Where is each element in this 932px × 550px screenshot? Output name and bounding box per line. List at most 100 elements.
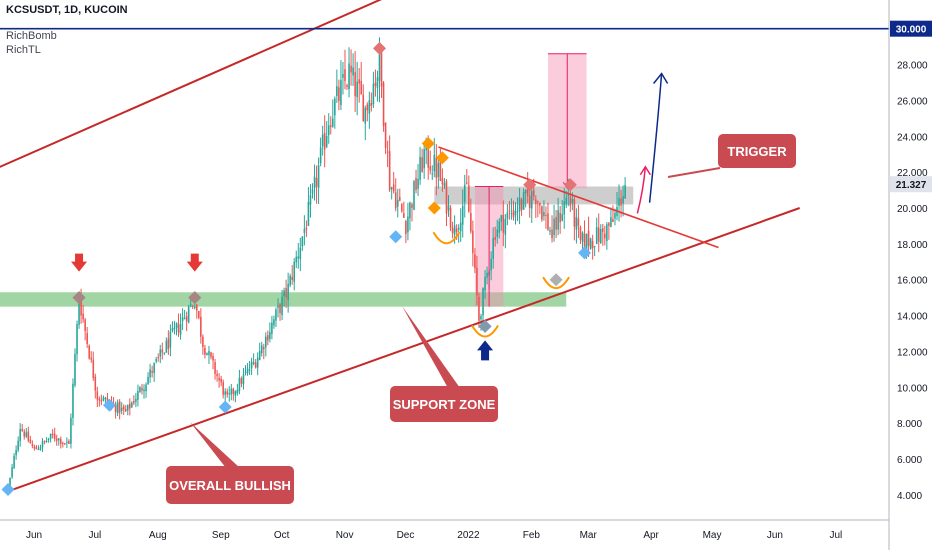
candle-body (323, 132, 326, 150)
candle-body (313, 176, 316, 189)
candle-body (423, 149, 425, 169)
candle-body (27, 431, 30, 441)
candle-body (234, 391, 237, 396)
candle-body (386, 151, 389, 153)
candle-body (510, 213, 513, 215)
signal-diamond-gray (549, 273, 563, 287)
candle-body (398, 197, 401, 201)
candle-body (167, 338, 170, 349)
candle-body (70, 417, 72, 444)
cup-pattern-arc (471, 325, 499, 338)
candle-body (116, 402, 119, 414)
candle-body (350, 65, 352, 73)
candle-body (583, 233, 586, 251)
signal-diamond-orange (427, 201, 441, 215)
candle-body (151, 370, 153, 373)
candle-body (378, 51, 381, 81)
candle-body (250, 361, 253, 369)
candle-body (76, 324, 78, 355)
candle-body (522, 191, 525, 210)
candle-body (222, 382, 224, 395)
candle-body (163, 352, 166, 354)
candle-body (340, 80, 342, 105)
candle-body (348, 63, 350, 90)
candle-body (490, 258, 492, 271)
candle-body (269, 332, 271, 340)
candle-body (260, 345, 263, 354)
time-tick-label: Dec (397, 530, 415, 541)
candle-body (608, 223, 610, 226)
indicator-richtl-label[interactable]: RichTL (6, 44, 41, 56)
candle-body (563, 201, 566, 215)
candle-body (297, 256, 300, 259)
indicator-richbomb-label[interactable]: RichBomb (6, 30, 57, 42)
candle-body (579, 227, 582, 240)
candle-body (445, 181, 448, 214)
price-tag-box (890, 20, 932, 37)
candle-body (254, 362, 257, 368)
triangle-resistance-line (438, 146, 719, 249)
candle-body (474, 254, 476, 269)
candle-body (622, 196, 624, 204)
candle-body (193, 306, 196, 309)
candle-body (131, 402, 133, 408)
candle-body (415, 178, 417, 190)
signal-diamond-blue (389, 230, 403, 244)
candle-body (293, 261, 296, 282)
candle-body (295, 256, 298, 263)
candle-body (376, 77, 379, 89)
candle-body (120, 407, 123, 411)
candle-body (368, 100, 371, 114)
candle-body (92, 359, 95, 379)
candle-body (301, 236, 304, 247)
candle-body (618, 197, 620, 206)
candle-body (457, 227, 460, 230)
candle-body (57, 438, 60, 441)
signal-diamond-red (523, 178, 537, 192)
candle-body (29, 439, 32, 444)
candle-body (620, 198, 622, 206)
signal-diamond-orange (421, 136, 435, 150)
candle-body (273, 319, 275, 326)
buy-signal-arrow (477, 340, 494, 361)
price-tick-label: 10.000 (897, 383, 928, 394)
candle-body (403, 213, 405, 218)
candle-body (437, 162, 440, 177)
time-tick-label: Jul (89, 530, 102, 541)
signal-diamond-blue (1, 483, 15, 497)
candle-body (575, 217, 578, 230)
candle-body (528, 195, 531, 208)
signal-diamond-red (372, 41, 386, 55)
candle-body (141, 387, 143, 391)
candle-body (614, 212, 616, 219)
candle-body (252, 362, 255, 364)
time-tick-label: Feb (523, 530, 541, 541)
candle-body (411, 204, 413, 209)
candle-body (187, 306, 190, 323)
price-tick-label: 14.000 (897, 312, 928, 323)
candle-body (185, 316, 188, 322)
candle-body (555, 216, 557, 230)
candle-body (498, 221, 501, 233)
candle-body (218, 377, 220, 381)
candle-body (344, 69, 346, 82)
candle-body (169, 331, 172, 348)
time-tick-label: Nov (336, 530, 354, 541)
candle-body (171, 328, 174, 332)
candle-body (356, 81, 358, 98)
candle-body (240, 378, 243, 384)
candle-body (372, 83, 375, 105)
time-tick-label: Apr (643, 530, 659, 541)
trigger-callout-pointer (667, 167, 721, 178)
candle-body (325, 135, 328, 147)
chart-symbol-title[interactable]: KCSUSDT, 1D, KUCOIN (6, 4, 128, 16)
candle-body (380, 50, 383, 87)
candle-body (327, 125, 330, 136)
candle-body (262, 347, 265, 350)
sell-signal-arrow (186, 253, 203, 272)
candle-body (265, 336, 267, 348)
candle-body (537, 201, 539, 203)
signal-diamond-blue (103, 398, 116, 412)
